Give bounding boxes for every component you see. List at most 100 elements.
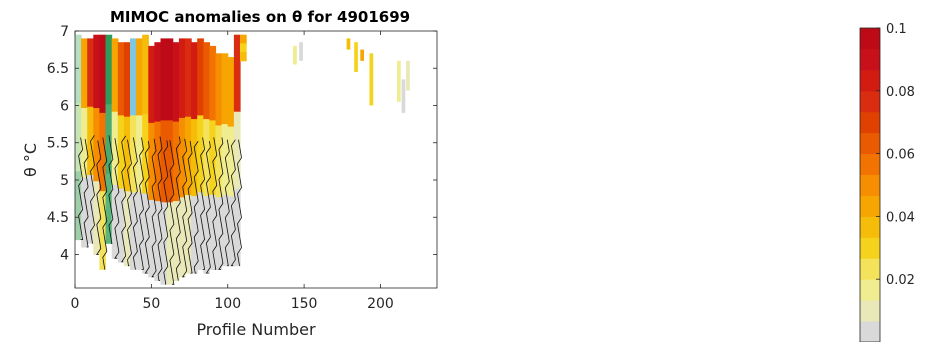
heatmap-cell (221, 53, 229, 125)
contour-line (151, 138, 157, 278)
heatmap-cell (136, 115, 143, 193)
contour-line (218, 137, 224, 270)
heatmap-cell (93, 108, 100, 182)
contour-line (163, 140, 169, 285)
heatmap-cell (240, 43, 247, 53)
colorbar-frame (859, 27, 881, 342)
contour-line (78, 137, 84, 240)
heatmap-cell (123, 42, 131, 118)
heatmap-cell (111, 38, 119, 113)
contour-line (132, 137, 138, 270)
contour-line (108, 135, 114, 244)
heatmap-cell (111, 185, 119, 259)
heatmap-cell (369, 53, 374, 106)
heatmap-cell (154, 42, 162, 123)
heatmap-cell (87, 38, 94, 108)
colorbar-level (860, 153, 880, 175)
colorbar-level (860, 174, 880, 196)
x-axis-ticks: 0 50 100 150 200 (71, 31, 394, 312)
heatmap-cell (136, 192, 143, 270)
heatmap-cell (75, 34, 82, 104)
contour-line (187, 141, 193, 274)
colorbar-tick-label: 0.02 (886, 273, 915, 288)
colorbar-level (860, 132, 880, 155)
heatmap-cell (93, 181, 100, 255)
heatmap-cell (166, 202, 174, 285)
heatmap-cell (191, 119, 198, 197)
contour-line (144, 141, 150, 274)
heatmap-cell (123, 191, 131, 267)
x-axis-label: Profile Number (196, 320, 316, 339)
heatmap-cell (87, 175, 94, 244)
colorbar-level (860, 321, 880, 342)
heatmap-cell (130, 192, 137, 270)
heatmap-cell (346, 38, 351, 50)
heatmap-cell (117, 188, 125, 263)
heatmap-cell (293, 45, 297, 65)
x-tick-label: 0 (71, 296, 80, 312)
contour-line (181, 138, 188, 278)
contour-line (157, 136, 163, 281)
colorbar-tick-label: 0.08 (886, 85, 915, 100)
contour-line (212, 137, 218, 270)
contour-line (230, 139, 236, 267)
colorbar-level (860, 69, 880, 92)
heatmap-cell (354, 42, 358, 72)
y-axis-label: θ °C (21, 143, 40, 177)
colorbar-level (860, 258, 880, 280)
heatmap-cell (185, 194, 192, 274)
heatmap-cell (191, 196, 198, 274)
heatmap-cell (75, 103, 82, 172)
heatmap-cell (209, 194, 217, 270)
colorbar-level (860, 90, 880, 113)
contour-line (169, 140, 175, 285)
heatmap-cell (172, 42, 180, 123)
colorbar-tick-label: 0.04 (886, 210, 915, 225)
heatmap-cell (215, 125, 223, 198)
y-tick-label: 4.5 (47, 210, 69, 226)
heatmap-cell (148, 45, 155, 124)
x-tick-label: 150 (291, 296, 318, 312)
heatmap-cell (203, 119, 210, 197)
contour-line (200, 137, 206, 270)
heatmap-cell (123, 116, 131, 192)
heatmap-cell (160, 38, 168, 121)
heatmap-cell (142, 34, 149, 115)
heatmap-cell (105, 173, 113, 244)
heatmap-cell (233, 188, 241, 267)
heatmap-cell (209, 120, 217, 196)
contour-line (127, 139, 132, 267)
heatmap-cell (178, 117, 186, 198)
heatmap-cell (191, 42, 198, 120)
heatmap-cell (233, 111, 241, 190)
heatmap-cell (154, 201, 162, 282)
colorbar: 0.02 0.04 0.06 0.08 0.1 (859, 22, 915, 342)
contour-line (90, 135, 95, 244)
contour-line (120, 135, 127, 263)
contour-line (237, 139, 242, 267)
contour-line (205, 141, 211, 274)
contour-lines (78, 135, 242, 285)
heatmap-cell (203, 196, 210, 274)
contour-line (83, 138, 89, 248)
heatmap-cell (360, 49, 364, 61)
heatmap-cell (209, 45, 217, 121)
heatmap-cell (397, 60, 401, 102)
x-tick-label: 100 (214, 296, 241, 312)
heatmap-cell (197, 38, 204, 116)
heatmap-cell (185, 38, 192, 118)
heatmap-cell (401, 79, 406, 113)
colorbar-level (860, 28, 880, 50)
heatmap-cell (117, 115, 125, 190)
heatmap-cell (240, 52, 247, 62)
axes-frame (74, 30, 438, 289)
y-tick-label: 6.5 (47, 61, 69, 77)
heatmap-cell (178, 38, 186, 119)
heatmap-cell (227, 196, 235, 267)
heatmap-cell (240, 34, 247, 44)
y-tick-label: 7 (60, 24, 69, 40)
colorbar-level (860, 216, 880, 238)
heatmap-cell (215, 53, 223, 126)
heatmap-cell (215, 197, 223, 270)
